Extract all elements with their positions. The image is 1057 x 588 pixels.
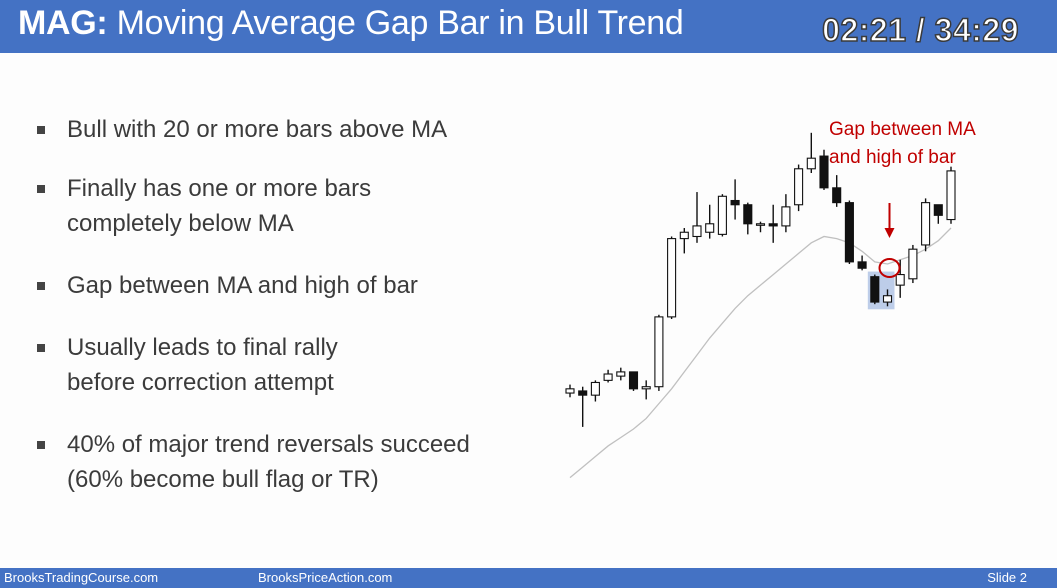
title-bar: MAG: Moving Average Gap Bar in Bull Tren… xyxy=(0,0,1057,53)
bull-candle xyxy=(882,295,893,303)
bull-candle xyxy=(908,248,918,280)
bull-candle xyxy=(717,195,727,235)
candlestick-chart xyxy=(565,132,956,479)
bullet-marker-icon xyxy=(37,282,45,290)
bullet-text: Usually leads to final rally xyxy=(67,334,338,361)
bullet-text: completely below MA xyxy=(67,210,294,237)
bullet-text: Finally has one or more bars xyxy=(67,175,372,202)
footer-bar: BrooksTradingCourse.com BrooksPriceActio… xyxy=(0,568,1057,588)
bull-candle xyxy=(679,231,689,240)
bear-candle xyxy=(832,187,842,204)
bull-candle xyxy=(946,170,956,221)
annotation-line: Gap between MA xyxy=(829,119,976,140)
down-arrow-icon xyxy=(884,228,895,238)
bear-candle xyxy=(819,155,829,189)
bear-candle xyxy=(768,223,778,227)
bull-candle xyxy=(794,168,804,206)
moving-average-line xyxy=(569,227,952,479)
bear-candle xyxy=(844,202,854,263)
bullet-text: (60% become bull flag or TR) xyxy=(67,466,379,493)
price-chart xyxy=(556,110,1016,530)
slide-title: MAG: Moving Average Gap Bar in Bull Tren… xyxy=(18,4,684,43)
slide-number: Slide 2 xyxy=(987,570,1027,585)
video-timer: 02:21 / 34:29 xyxy=(821,11,1019,49)
title-rest: Moving Average Gap Bar in Bull Trend xyxy=(107,4,684,42)
bullet-item: 40% of major trend reversals succeed (60… xyxy=(34,427,554,497)
bull-candle xyxy=(806,157,816,170)
bear-candle xyxy=(933,204,943,216)
bullet-text: Gap between MA and high of bar xyxy=(67,272,418,299)
bear-candle xyxy=(730,199,740,206)
annotation-line: and high of bar xyxy=(829,147,956,168)
bullet-marker-icon xyxy=(37,185,45,193)
bull-candle xyxy=(895,274,905,286)
bear-candle xyxy=(857,261,867,269)
bull-candle xyxy=(603,373,613,381)
bull-candle xyxy=(692,225,702,238)
bear-candle xyxy=(743,204,753,225)
bear-candle xyxy=(870,276,880,303)
gap-circle xyxy=(878,257,901,278)
bear-candle xyxy=(578,390,588,396)
bullet-marker-icon xyxy=(37,344,45,352)
bear-candle xyxy=(628,371,639,390)
chart-annotation: Gap between MA and high of bar xyxy=(829,116,1019,172)
bull-candle xyxy=(921,202,931,246)
bullet-text: 40% of major trend reversals succeed xyxy=(67,431,470,458)
bullet-marker-icon xyxy=(37,126,45,134)
bull-candle xyxy=(590,381,600,396)
bull-candle xyxy=(565,388,575,394)
footer-site-link[interactable]: BrooksTradingCourse.com xyxy=(4,570,159,585)
bullet-text: Bull with 20 or more bars above MA xyxy=(67,116,448,143)
bullet-list: Bull with 20 or more bars above MA Final… xyxy=(34,112,554,524)
bull-candle xyxy=(654,316,664,388)
bull-candle xyxy=(755,223,766,226)
bullet-item: Usually leads to final rally before corr… xyxy=(34,330,554,400)
bullet-item: Bull with 20 or more bars above MA xyxy=(34,112,554,147)
bull-candle xyxy=(641,386,651,390)
bullet-marker-icon xyxy=(37,441,45,449)
bull-candle xyxy=(781,206,791,227)
title-prefix: MAG: xyxy=(18,4,108,42)
bullet-item: Finally has one or more bars completely … xyxy=(34,171,554,241)
footer-site-link[interactable]: BrooksPriceAction.com xyxy=(258,570,393,585)
bull-candle xyxy=(616,371,626,377)
bullet-item: Gap between MA and high of bar xyxy=(34,268,554,303)
bullet-text: before correction attempt xyxy=(67,369,334,396)
bull-candle xyxy=(667,238,677,318)
bull-candle xyxy=(705,223,715,233)
